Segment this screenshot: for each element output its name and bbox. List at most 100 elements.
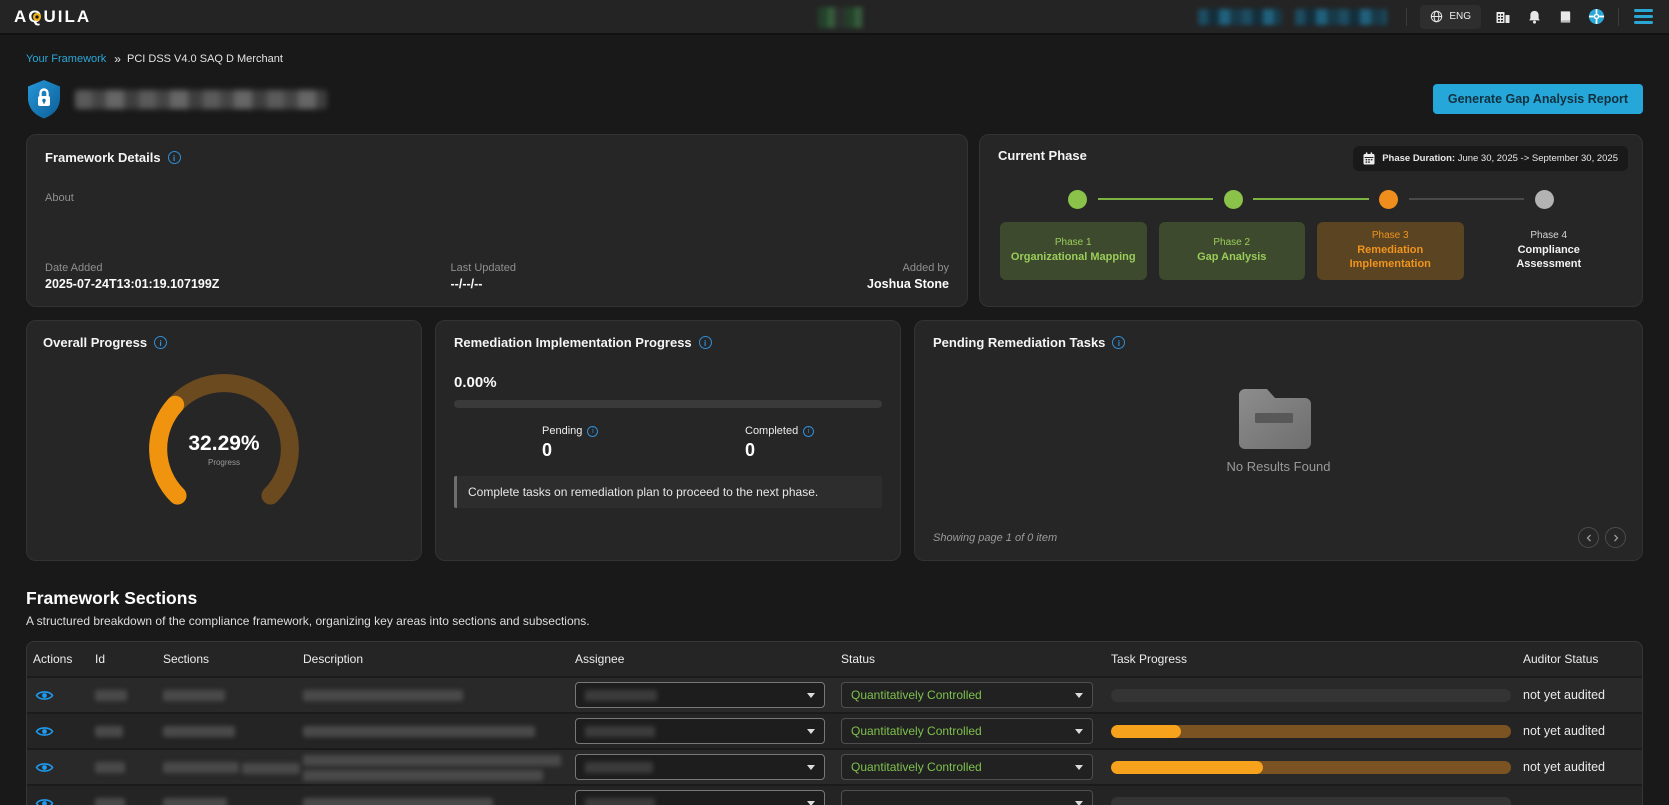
info-icon[interactable]: i — [587, 425, 599, 437]
menu-icon[interactable] — [1632, 7, 1655, 26]
status-value: Quantitatively Controlled — [851, 724, 982, 738]
assignee-select[interactable] — [575, 754, 825, 780]
logo-q: Q — [28, 6, 44, 26]
prev-page-button[interactable] — [1578, 527, 1599, 548]
info-icon[interactable]: i — [1112, 336, 1126, 349]
redacted-section — [163, 726, 235, 738]
col-id: Id — [95, 652, 106, 666]
status-select[interactable]: Quantitatively Controlled — [841, 718, 1093, 744]
framework-sections-title: Framework Sections — [26, 588, 198, 608]
assignee-select[interactable] — [575, 682, 825, 708]
phase-connector — [1408, 198, 1525, 200]
phase-timeline — [1000, 189, 1622, 209]
view-row-button[interactable] — [33, 795, 56, 805]
next-page-button[interactable] — [1605, 527, 1626, 548]
table-row-partial — [27, 784, 1642, 805]
generate-gap-analysis-report-button[interactable]: Generate Gap Analysis Report — [1432, 84, 1643, 114]
status-value: Quantitatively Controlled — [851, 760, 982, 774]
assignee-select[interactable] — [575, 790, 825, 805]
logo-text: A — [14, 6, 29, 26]
empty-state: No Results Found — [933, 383, 1624, 474]
phase-duration-label: Phase Duration: — [1382, 153, 1456, 164]
auditor-status: not yet audited — [1523, 724, 1606, 738]
info-icon[interactable]: i — [698, 336, 712, 349]
view-row-button[interactable] — [33, 723, 56, 740]
auditor-status: not yet audited — [1523, 688, 1606, 702]
auditor-status: not yet audited — [1523, 760, 1606, 774]
col-task-progress: Task Progress — [1111, 652, 1188, 666]
language-selector[interactable]: ENG — [1420, 4, 1481, 29]
chevron-down-icon — [1075, 800, 1083, 805]
redacted-description — [303, 754, 561, 766]
framework-details-card: Framework Details i About Date Added 202… — [26, 134, 968, 307]
redacted-id — [95, 798, 125, 805]
phase-4-box: Phase 4 Compliance Assessment — [1516, 230, 1582, 270]
no-results-text: No Results Found — [1226, 459, 1331, 474]
redacted-section — [163, 690, 225, 702]
remediation-progress-card: Remediation Implementation Progress i 0.… — [435, 320, 901, 561]
top-navbar: A Q UILA ENG — [0, 0, 1669, 35]
current-phase-title: Current Phase — [998, 148, 1087, 163]
status-value: Quantitatively Controlled — [851, 688, 982, 702]
remediation-progress-title: Remediation Implementation Progress — [454, 335, 692, 350]
table-row: Quantitatively Controlled not yet audite… — [27, 676, 1642, 712]
phase-2-dot — [1223, 189, 1243, 209]
redacted-description — [303, 726, 535, 738]
notifications-bell-icon[interactable] — [1525, 8, 1543, 26]
phase-connector — [1253, 198, 1369, 200]
phase-2-box: Phase 2 Gap Analysis — [1158, 222, 1305, 280]
chevron-down-icon — [807, 764, 815, 770]
divider — [1618, 7, 1619, 26]
info-icon[interactable]: i — [803, 425, 815, 437]
assignee-select[interactable] — [575, 718, 825, 744]
date-added-label: Date Added — [45, 262, 103, 274]
organization-icon[interactable] — [1494, 8, 1512, 26]
breadcrumb-separator-icon: » — [114, 52, 121, 66]
redacted-assignee — [585, 689, 657, 701]
date-added-value: 2025-07-24T13:01:19.107199Z — [45, 277, 220, 291]
phase-duration-value: June 30, 2025 -> September 30, 2025 — [1457, 153, 1618, 164]
redacted-status-badge — [818, 7, 864, 28]
date-added-field: Date Added 2025-07-24T13:01:19.107199Z — [45, 262, 219, 291]
added-by-value: Joshua Stone — [867, 277, 949, 291]
redacted-id — [95, 762, 125, 774]
task-progress-bar — [1111, 688, 1511, 702]
eye-icon — [35, 690, 54, 700]
redacted-id — [95, 690, 127, 702]
info-icon[interactable]: i — [154, 336, 168, 349]
phase-3-dot — [1379, 189, 1399, 209]
redacted-description — [303, 798, 493, 805]
added-by-field: Added by Joshua Stone — [867, 262, 949, 291]
col-actions: Actions — [33, 652, 73, 666]
chevron-down-icon — [1075, 692, 1083, 698]
framework-sections-table: Actions Id Sections Description Assignee… — [26, 641, 1643, 805]
support-globe-icon[interactable] — [1587, 8, 1605, 26]
redacted-assignee — [585, 725, 655, 737]
divider — [1406, 7, 1408, 26]
redacted-description — [303, 690, 463, 702]
status-select[interactable]: Quantitatively Controlled — [841, 754, 1093, 780]
table-header: Actions Id Sections Description Assignee… — [27, 642, 1642, 676]
breadcrumb-your-framework[interactable]: Your Framework — [26, 53, 107, 65]
remediation-percent: 0.00% — [454, 374, 497, 391]
status-select[interactable] — [841, 790, 1093, 805]
status-select[interactable]: Quantitatively Controlled — [841, 682, 1093, 708]
eye-icon — [35, 762, 54, 772]
phase-duration-badge: Phase Duration: June 30, 2025 -> Septemb… — [1353, 146, 1628, 171]
chevron-down-icon — [807, 728, 815, 734]
redacted-section — [163, 761, 239, 773]
col-assignee: Assignee — [575, 652, 625, 666]
overall-progress-value: 32.29% — [188, 431, 260, 455]
col-status: Status — [841, 652, 876, 666]
aquila-logo: A Q UILA — [14, 7, 91, 27]
info-icon[interactable]: i — [167, 151, 181, 164]
redacted-id — [95, 726, 123, 738]
col-auditor-status: Auditor Status — [1523, 652, 1599, 666]
about-label: About — [45, 192, 74, 204]
chevron-down-icon — [807, 800, 815, 805]
view-row-button[interactable] — [33, 759, 56, 776]
added-by-label: Added by — [902, 262, 949, 274]
logo-text: UILA — [43, 6, 92, 26]
view-row-button[interactable] — [33, 687, 56, 704]
docs-book-icon[interactable] — [1556, 8, 1574, 26]
